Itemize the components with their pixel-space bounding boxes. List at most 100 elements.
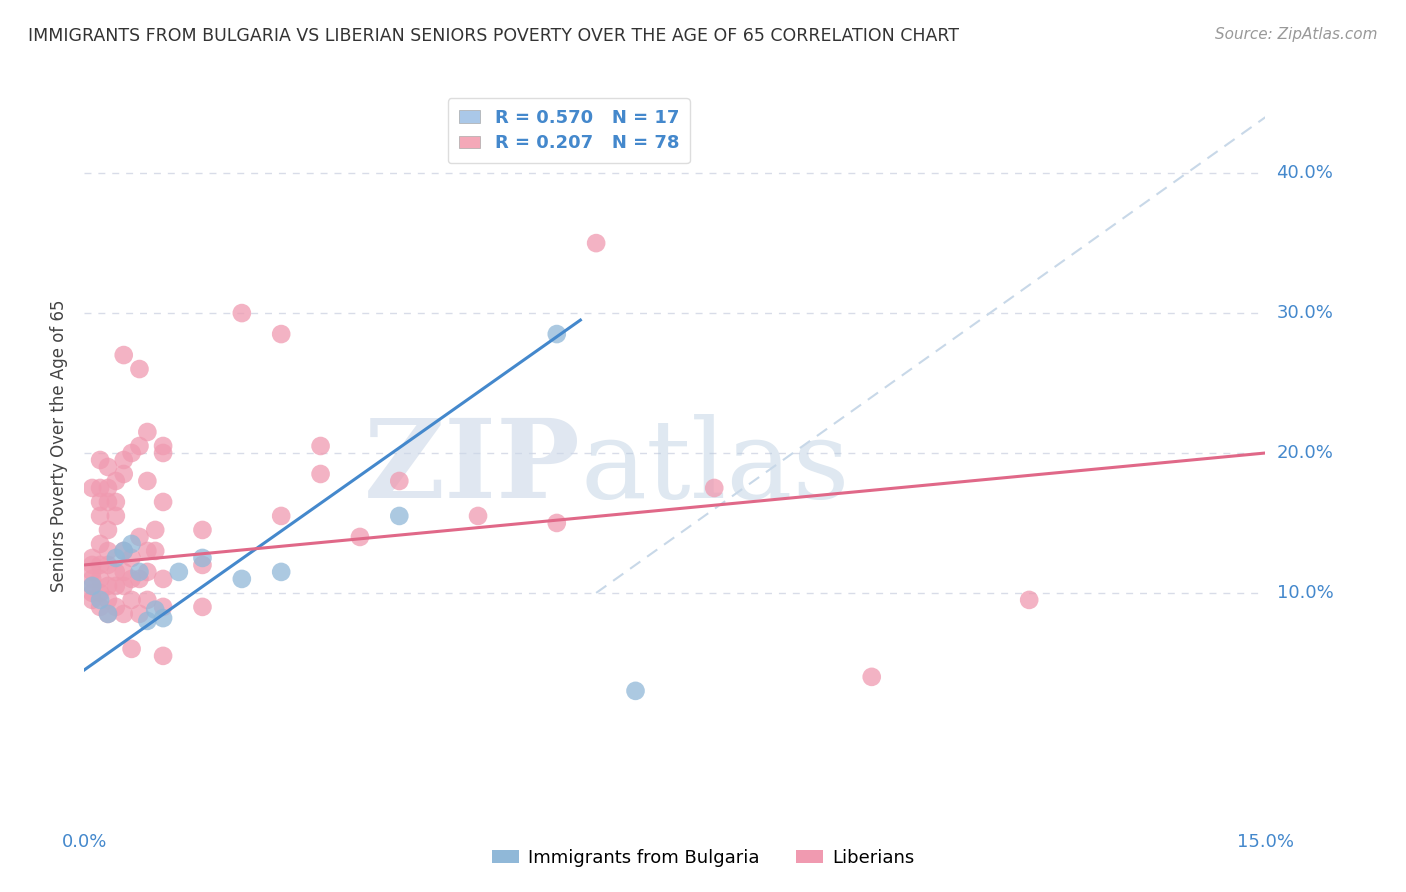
- Point: [152, 446, 174, 460]
- Point: [97, 544, 120, 558]
- Point: [121, 593, 143, 607]
- Point: [191, 523, 214, 537]
- Point: [112, 565, 135, 579]
- Point: [89, 495, 111, 509]
- Text: ZIP: ZIP: [364, 414, 581, 521]
- Point: [89, 558, 111, 572]
- Point: [82, 481, 104, 495]
- Point: [97, 607, 120, 621]
- Legend: Immigrants from Bulgaria, Liberians: Immigrants from Bulgaria, Liberians: [485, 842, 921, 874]
- Point: [128, 607, 150, 621]
- Point: [121, 550, 143, 565]
- Point: [104, 495, 127, 509]
- Point: [89, 537, 111, 551]
- Point: [388, 508, 411, 523]
- Text: 40.0%: 40.0%: [1277, 164, 1333, 182]
- Point: [112, 579, 135, 593]
- Point: [128, 439, 150, 453]
- Point: [270, 327, 292, 342]
- Point: [388, 474, 411, 488]
- Point: [136, 593, 159, 607]
- Point: [89, 453, 111, 467]
- Point: [112, 467, 135, 481]
- Point: [89, 586, 111, 600]
- Text: 30.0%: 30.0%: [1277, 304, 1333, 322]
- Point: [121, 537, 143, 551]
- Point: [860, 670, 883, 684]
- Point: [82, 586, 104, 600]
- Point: [152, 599, 174, 614]
- Point: [1018, 593, 1040, 607]
- Text: IMMIGRANTS FROM BULGARIA VS LIBERIAN SENIORS POVERTY OVER THE AGE OF 65 CORRELAT: IMMIGRANTS FROM BULGARIA VS LIBERIAN SEN…: [28, 27, 959, 45]
- Point: [97, 558, 120, 572]
- Point: [136, 614, 159, 628]
- Point: [143, 544, 166, 558]
- Point: [231, 572, 253, 586]
- Point: [112, 544, 135, 558]
- Point: [112, 544, 135, 558]
- Point: [112, 453, 135, 467]
- Point: [104, 508, 127, 523]
- Point: [270, 508, 292, 523]
- Y-axis label: Seniors Poverty Over the Age of 65: Seniors Poverty Over the Age of 65: [51, 300, 69, 592]
- Point: [152, 572, 174, 586]
- Point: [89, 593, 111, 607]
- Point: [121, 446, 143, 460]
- Point: [97, 481, 120, 495]
- Point: [97, 607, 120, 621]
- Point: [349, 530, 371, 544]
- Point: [82, 565, 104, 579]
- Text: atlas: atlas: [581, 414, 851, 521]
- Point: [104, 474, 127, 488]
- Point: [97, 523, 120, 537]
- Point: [97, 593, 120, 607]
- Point: [309, 439, 332, 453]
- Point: [104, 599, 127, 614]
- Point: [167, 565, 190, 579]
- Point: [703, 481, 725, 495]
- Point: [97, 495, 120, 509]
- Point: [136, 474, 159, 488]
- Point: [97, 579, 120, 593]
- Point: [152, 611, 174, 625]
- Point: [585, 236, 607, 251]
- Point: [191, 558, 214, 572]
- Point: [82, 558, 104, 572]
- Point: [121, 641, 143, 656]
- Point: [112, 607, 135, 621]
- Point: [136, 425, 159, 439]
- Point: [136, 544, 159, 558]
- Point: [128, 362, 150, 376]
- Point: [191, 599, 214, 614]
- Point: [152, 439, 174, 453]
- Point: [231, 306, 253, 320]
- Text: Source: ZipAtlas.com: Source: ZipAtlas.com: [1215, 27, 1378, 42]
- Point: [624, 684, 647, 698]
- Point: [152, 495, 174, 509]
- Point: [104, 579, 127, 593]
- Point: [89, 481, 111, 495]
- Point: [82, 550, 104, 565]
- Point: [128, 530, 150, 544]
- Point: [104, 565, 127, 579]
- Point: [89, 508, 111, 523]
- Point: [128, 565, 150, 579]
- Point: [270, 565, 292, 579]
- Text: 15.0%: 15.0%: [1237, 833, 1294, 851]
- Point: [467, 508, 489, 523]
- Text: 0.0%: 0.0%: [62, 833, 107, 851]
- Text: 20.0%: 20.0%: [1277, 444, 1333, 462]
- Point: [121, 572, 143, 586]
- Point: [546, 327, 568, 342]
- Text: 10.0%: 10.0%: [1277, 584, 1333, 602]
- Point: [82, 579, 104, 593]
- Point: [82, 579, 104, 593]
- Point: [89, 572, 111, 586]
- Point: [546, 516, 568, 530]
- Point: [128, 572, 150, 586]
- Point: [89, 599, 111, 614]
- Point: [152, 648, 174, 663]
- Point: [309, 467, 332, 481]
- Point: [143, 603, 166, 617]
- Legend: R = 0.570   N = 17, R = 0.207   N = 78: R = 0.570 N = 17, R = 0.207 N = 78: [447, 98, 690, 163]
